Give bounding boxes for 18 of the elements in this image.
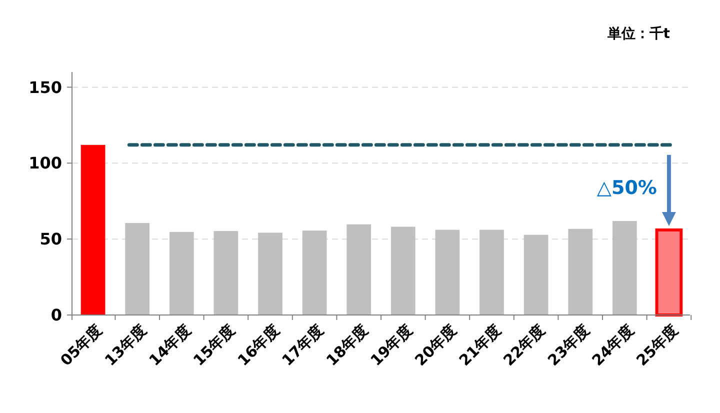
bar — [524, 234, 548, 315]
bar — [435, 230, 460, 315]
y-tick-label: 50 — [40, 230, 62, 249]
bar — [169, 232, 194, 315]
bar — [568, 228, 593, 315]
bar — [390, 226, 416, 315]
bar — [346, 224, 372, 315]
y-tick-label: 100 — [28, 154, 62, 173]
bar — [612, 220, 637, 315]
bar — [125, 222, 150, 315]
annotation: △50% — [596, 177, 657, 200]
bar — [80, 144, 106, 315]
bar — [214, 231, 238, 315]
bar — [480, 230, 504, 315]
y-tick-label: 150 — [28, 78, 62, 97]
bar — [302, 230, 327, 315]
bar — [258, 232, 282, 315]
text: 単位：千t — [606, 25, 670, 42]
